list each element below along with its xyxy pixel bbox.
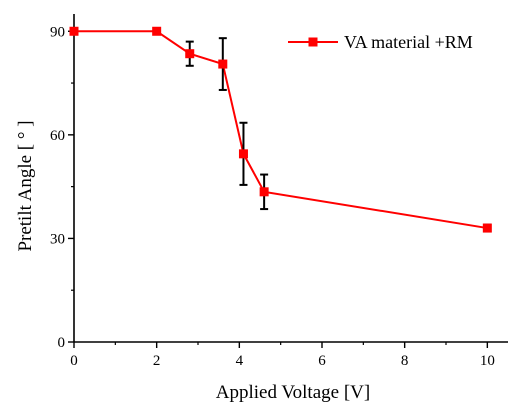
y-tick-label: 30 [50,231,65,247]
x-axis-title: Applied Voltage [V] [216,382,370,403]
y-axis-title: Pretilt Angle [ ° ] [15,120,36,251]
data-point [238,149,248,159]
axes [73,14,508,343]
x-tick-label: 4 [236,353,244,369]
data-point [152,26,162,36]
y-tick-label: 90 [50,24,65,40]
legend: VA material +RM [288,32,473,52]
data-point [482,223,492,233]
data-point [69,26,79,36]
x-tick-label: 0 [70,353,78,369]
x-tick-label: 8 [401,353,409,369]
legend-marker [308,37,318,47]
legend-label: VA material +RM [344,32,473,52]
x-tick-label: 2 [153,353,161,369]
data-point [259,187,269,197]
x-tick-label: 6 [318,353,326,369]
data-point [185,49,195,59]
y-tick-label: 60 [50,128,65,144]
data-point [218,59,228,69]
series [69,26,492,233]
ticks: 0 2 4 6 8 10 0 30 60 90 [50,24,495,369]
series-line [74,30,488,230]
y-tick-label: 0 [58,335,66,351]
x-tick-label: 10 [480,353,495,369]
